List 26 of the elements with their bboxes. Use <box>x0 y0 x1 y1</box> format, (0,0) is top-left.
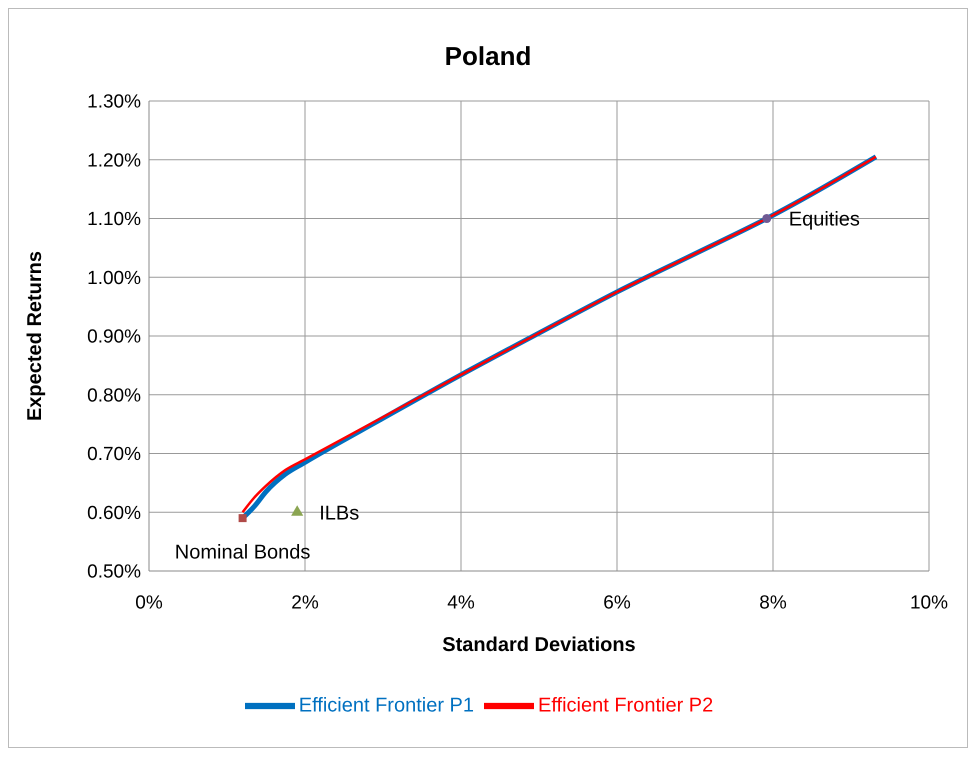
point <box>762 214 772 224</box>
y-axis-title: Expected Returns <box>24 250 46 422</box>
legend-label: Efficient Frontier P2 <box>538 694 714 716</box>
annotation: Nominal Bonds <box>174 541 310 564</box>
x-tick-label: 8% <box>759 592 787 614</box>
annotation: ILBs <box>319 502 360 524</box>
y-tick-label: 1.10% <box>87 209 142 230</box>
chart-title: Poland <box>444 40 532 73</box>
x-tick-label: 10% <box>910 592 948 614</box>
y-tick-label: 0.80% <box>87 385 142 406</box>
y-tick-label: 0.90% <box>87 326 142 348</box>
legend-label: Efficient Frontier P1 <box>298 694 474 716</box>
x-tick-label: 6% <box>603 592 631 614</box>
point <box>291 505 304 516</box>
x-tick-label: 4% <box>447 592 475 614</box>
y-tick-label: 0.50% <box>87 562 142 583</box>
y-tick-label: 1.00% <box>87 268 142 289</box>
x-axis-title: Standard Deviations <box>442 634 636 656</box>
point <box>238 514 247 522</box>
y-tick-label: 1.30% <box>87 92 142 113</box>
annotation: Equities <box>788 208 860 231</box>
x-tick-label: 2% <box>291 592 319 614</box>
x-tick-label: 0% <box>135 592 163 614</box>
y-tick-label: 1.20% <box>87 150 142 172</box>
y-tick-label: 0.70% <box>87 444 142 466</box>
y-tick-label: 0.60% <box>87 502 142 524</box>
